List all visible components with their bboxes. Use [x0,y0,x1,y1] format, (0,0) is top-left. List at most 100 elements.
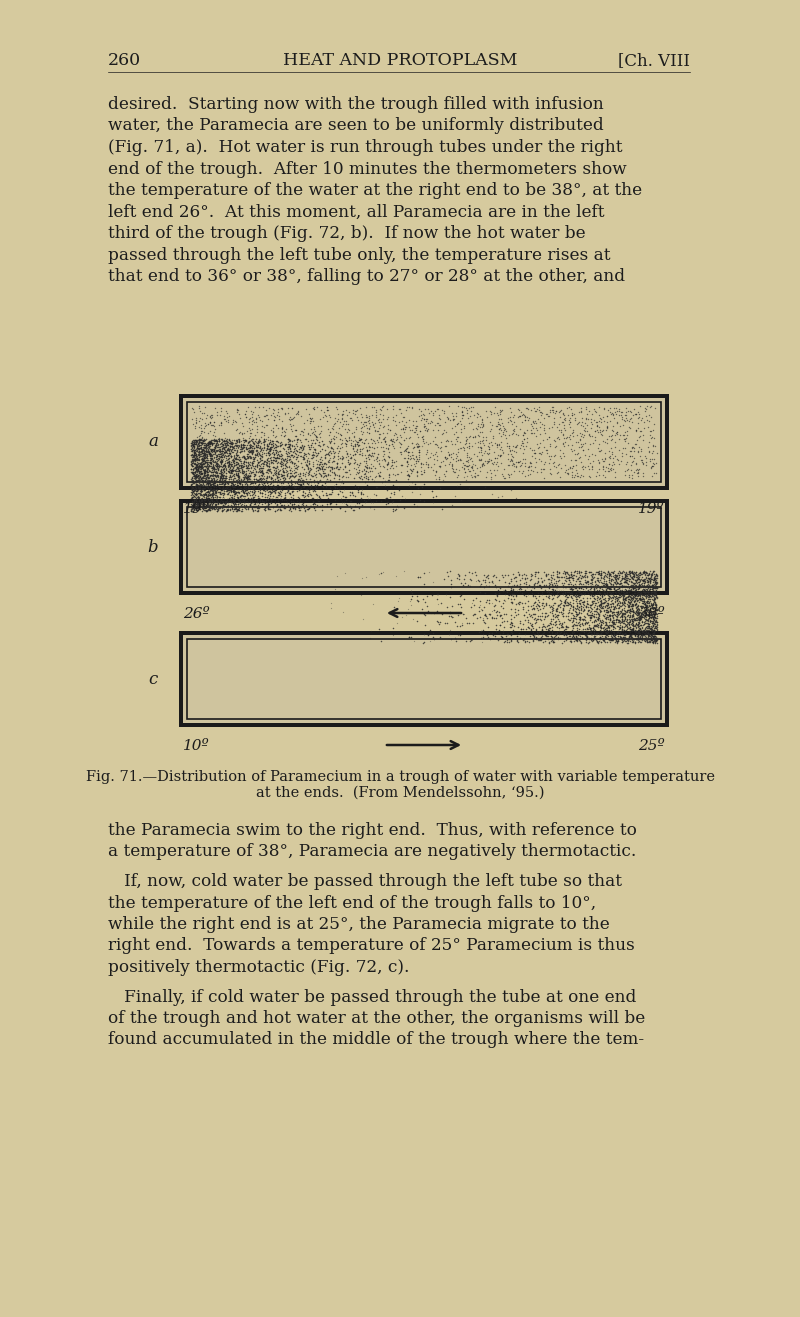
Point [312,435,325,456]
Point [590,601,603,622]
Point [526,624,539,645]
Point [266,450,279,471]
Point [243,470,256,491]
Point [638,576,651,597]
Point [401,456,414,477]
Point [269,461,282,482]
Point [644,603,657,624]
Point [626,572,638,593]
Point [588,601,601,622]
Point [589,601,602,622]
Point [259,452,272,473]
Point [582,456,594,477]
Point [390,423,402,444]
Point [382,452,394,473]
Point [231,428,244,449]
Point [258,473,270,494]
Point [569,601,582,622]
Point [547,402,560,423]
Point [358,490,370,511]
Point [233,498,246,519]
Point [386,449,399,470]
Point [219,456,232,477]
Point [197,453,210,474]
Point [289,497,302,518]
Point [216,435,229,456]
Point [329,578,342,599]
Point [582,632,594,653]
Point [252,481,265,502]
Point [583,597,596,618]
Point [475,421,488,443]
Point [631,607,644,628]
Point [483,590,496,611]
Point [638,561,650,582]
Point [602,564,615,585]
Point [540,593,553,614]
Point [354,398,366,419]
Point [195,461,208,482]
Point [590,603,602,624]
Point [369,466,382,487]
Point [406,608,419,630]
Point [614,606,627,627]
Point [190,474,203,495]
Point [231,481,244,502]
Point [310,489,323,510]
Point [629,619,642,640]
Point [187,486,200,507]
Point [579,619,592,640]
Point [590,615,603,636]
Point [231,489,244,510]
Point [342,452,355,473]
Point [220,460,233,481]
Point [472,570,485,591]
Point [221,429,234,450]
Point [420,419,433,440]
Point [618,429,631,450]
Point [421,419,434,440]
Point [642,565,654,586]
Point [186,431,198,452]
Point [290,435,303,456]
Point [552,585,565,606]
Point [319,470,332,491]
Point [205,475,218,497]
Point [459,469,472,490]
Point [203,439,216,460]
Point [645,591,658,612]
Point [186,471,198,493]
Point [602,568,615,589]
Point [459,607,472,628]
Point [563,570,576,591]
Point [602,616,615,637]
Point [193,445,206,466]
Point [406,441,418,462]
Point [552,594,565,615]
Point [294,468,307,489]
Point [199,485,212,506]
Point [210,493,223,514]
Point [222,411,234,432]
Point [626,578,639,599]
Point [399,440,412,461]
Point [255,421,268,443]
Point [204,443,217,464]
Point [418,605,431,626]
Point [227,471,240,493]
Point [454,624,466,645]
Point [595,626,608,647]
Point [201,500,214,522]
Point [225,432,238,453]
Point [201,490,214,511]
Point [645,630,658,651]
Point [451,449,464,470]
Point [230,411,242,432]
Point [226,450,238,471]
Point [558,593,571,614]
Point [609,605,622,626]
Point [506,578,519,599]
Point [518,456,531,477]
Point [626,450,639,471]
Point [388,597,401,618]
